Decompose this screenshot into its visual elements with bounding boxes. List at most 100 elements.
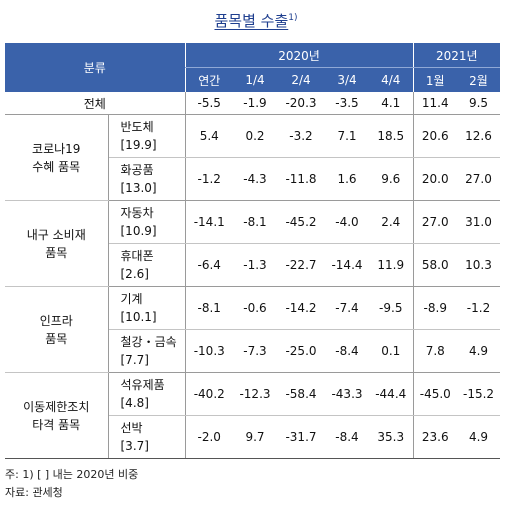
table-cell: 35.3 — [369, 415, 414, 459]
item-name: 철강・금속 — [120, 335, 177, 349]
table-cell: -22.7 — [277, 243, 325, 287]
source-note: 자료: 관세청 — [5, 486, 63, 499]
item-weight: [19.9] — [120, 138, 157, 152]
group-label-line: 코로나19 — [32, 141, 81, 156]
header-year-2020: 2020년 — [184, 43, 414, 68]
table-cell: -44.4 — [369, 372, 414, 416]
item-name: 반도체 — [120, 120, 154, 134]
header-col: 1월 — [412, 67, 458, 92]
item-label: 철강・금속 [7.7] — [108, 329, 186, 373]
item-label: 기계 [10.1] — [108, 286, 186, 330]
group-label-line: 타격 품목 — [32, 417, 81, 432]
table-cell: -4.3 — [233, 157, 277, 201]
table-cell: 23.6 — [412, 415, 458, 459]
table-title: 품목별 수출1) — [0, 10, 512, 31]
item-name: 석유제품 — [120, 378, 165, 392]
table-cell: 7.1 — [325, 114, 369, 158]
table-cell: 0.2 — [233, 114, 277, 158]
table-cell: 9.7 — [233, 415, 277, 459]
table-row: 인프라 품목 기계 [10.1] -8.1 -0.6 -14.2 -7.4 -9.5 -8.9 -1… — [5, 286, 501, 373]
export-table: 분류 2020년 2021년 연간 1/4 2/4 3/4 4/4 1월 2월 … — [5, 43, 501, 459]
item-label: 화공품 [13.0] — [108, 157, 186, 201]
table-cell: -12.3 — [233, 372, 277, 416]
table-cell: -14.4 — [325, 243, 369, 287]
table-cell: 4.9 — [457, 329, 501, 373]
table-cell: 11.9 — [369, 243, 414, 287]
table-cell: 27.0 — [412, 200, 458, 244]
table-cell: 58.0 — [412, 243, 458, 287]
table-cell: -7.4 — [325, 286, 369, 330]
table-cell: 0.1 — [369, 329, 414, 373]
item-weight: [13.0] — [120, 181, 157, 195]
table-title-text: 품목별 수출 — [214, 12, 289, 30]
table-cell: -1.2 — [184, 157, 233, 201]
total-label: 전체 — [5, 92, 185, 115]
header-col: 연간 — [184, 67, 233, 92]
item-name: 화공품 — [120, 163, 154, 177]
table-cell: 1.6 — [325, 157, 369, 201]
table-cell: -14.1 — [184, 200, 233, 244]
table-body: 전체 -5.5 -1.9 -20.3 -3.5 4.1 11.4 9.5 코로나… — [5, 92, 501, 459]
item-label: 반도체 [19.9] — [108, 114, 186, 158]
group-label: 코로나19 수혜 품목 — [5, 114, 109, 201]
table-cell: -25.0 — [277, 329, 325, 373]
table-cell: -1.9 — [233, 92, 277, 115]
table-row-total: 전체 -5.5 -1.9 -20.3 -3.5 4.1 11.4 9.5 — [5, 92, 501, 115]
table-cell: -20.3 — [277, 92, 325, 115]
table-row: 휴대폰 [2.6] -6.4 -1.3 -22.7 -14.4 11.9 58.0 10.3 — [5, 243, 501, 287]
group-label-line: 수혜 품목 — [32, 159, 81, 174]
table-cell: -15.2 — [457, 372, 501, 416]
table-cell: -10.3 — [184, 329, 233, 373]
item-label: 석유제품 [4.8] — [108, 372, 186, 416]
table-cell: -0.6 — [233, 286, 277, 330]
item-name: 자동차 — [120, 206, 154, 220]
table-cell: 11.4 — [412, 92, 458, 115]
item-label: 휴대폰 [2.6] — [108, 243, 186, 287]
header-col: 2/4 — [277, 67, 325, 92]
item-weight: [2.6] — [120, 267, 149, 281]
table-cell: -8.4 — [325, 329, 369, 373]
item-name: 휴대폰 — [120, 249, 154, 263]
header-col: 4/4 — [369, 67, 414, 92]
table-cell: -45.0 — [412, 372, 458, 416]
item-weight: [7.7] — [120, 353, 149, 367]
table-cell: -31.7 — [277, 415, 325, 459]
table-cell: 7.8 — [412, 329, 458, 373]
group-label-line: 이동제한조치 — [23, 399, 90, 414]
table-row: 화공품 [13.0] -1.2 -4.3 -11.8 1.6 9.6 20.0 27.0 — [5, 157, 501, 201]
title-footnote-mark: 1) — [288, 13, 298, 23]
group-label-line: 내구 소비재 — [26, 227, 86, 242]
table-cell: -8.1 — [233, 200, 277, 244]
item-weight: [3.7] — [120, 439, 149, 453]
item-name: 선박 — [120, 421, 143, 435]
table-cell: 9.5 — [457, 92, 501, 115]
table-cell: 2.4 — [369, 200, 414, 244]
footnote: 주: 1) [ ] 내는 2020년 비중 — [5, 468, 139, 481]
group-label-line: 인프라 — [39, 313, 73, 328]
table-cell: -7.3 — [233, 329, 277, 373]
table-cell: 4.1 — [369, 92, 414, 115]
header-category: 분류 — [5, 43, 185, 92]
table-cell: -58.4 — [277, 372, 325, 416]
table-row: 선박 [3.7] -2.0 9.7 -31.7 -8.4 35.3 23.6 4.9 — [5, 415, 501, 459]
table-cell: 27.0 — [457, 157, 501, 201]
table-header: 분류 2020년 2021년 연간 1/4 2/4 3/4 4/4 1월 2월 — [5, 43, 501, 92]
table-cell: -3.5 — [325, 92, 369, 115]
item-weight: [10.9] — [120, 224, 157, 238]
header-col: 3/4 — [325, 67, 369, 92]
header-year-2021: 2021년 — [412, 43, 501, 68]
header-col: 2월 — [457, 67, 501, 92]
table-cell: -1.3 — [233, 243, 277, 287]
group-label: 내구 소비재 품목 — [5, 200, 109, 287]
table-cell: 12.6 — [457, 114, 501, 158]
table-cell: -3.2 — [277, 114, 325, 158]
item-weight: [4.8] — [120, 396, 149, 410]
table-cell: -8.1 — [184, 286, 233, 330]
group-label-line: 품목 — [45, 331, 68, 346]
table-cell: -1.2 — [457, 286, 501, 330]
table-cell: -14.2 — [277, 286, 325, 330]
item-name: 기계 — [120, 292, 143, 306]
table-cell: 10.3 — [457, 243, 501, 287]
